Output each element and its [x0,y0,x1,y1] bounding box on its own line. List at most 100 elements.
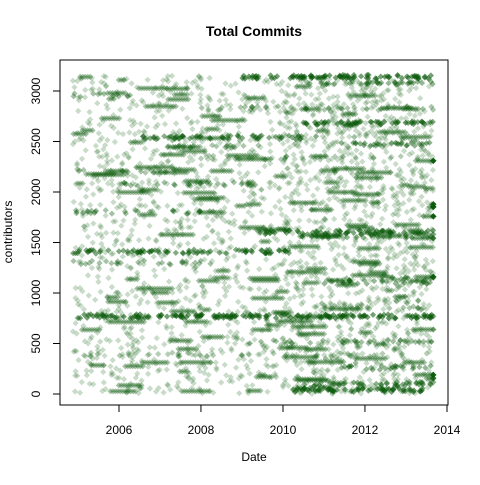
scatter-point [139,334,146,341]
scatter-point [257,229,264,236]
scatter-point [94,100,101,107]
scatter-point [316,90,323,97]
scatter-point [358,73,365,80]
scatter-point [272,314,280,321]
scatter-point [397,250,404,257]
scatter-point [287,225,294,232]
scatter-point [243,100,250,107]
scatter-point [418,291,425,298]
scatter-point [154,135,161,142]
scatter-point [280,245,287,252]
scatter-point [334,156,341,163]
scatter-point [294,260,301,267]
scatter-point [350,350,357,357]
scatter-point [278,312,285,319]
scatter-point [399,350,406,357]
scatter-point [323,303,330,310]
scatter-point [146,314,153,321]
scatter-point [124,263,131,270]
scatter-point [255,169,262,176]
scatter-point [97,224,105,231]
scatter-point [158,253,165,260]
scatter-point [353,147,360,154]
scatter-point [362,120,369,127]
scatter-point [404,80,411,87]
scatter-point [369,99,376,106]
scatter-point [303,103,310,110]
scatter-point [390,333,397,340]
scatter-point [179,304,186,311]
scatter-point [295,239,303,246]
scatter-point [384,255,391,262]
scatter-point [136,385,143,392]
scatter-point [173,80,180,88]
scatter-point [414,153,421,160]
scatter-point [117,309,124,316]
scatter-point [428,127,435,134]
scatter-point [416,378,424,385]
scatter-point [97,90,104,97]
scatter-point [329,305,336,312]
scatter-point [145,177,152,184]
scatter-point [374,198,381,205]
scatter-point [400,248,407,255]
scatter-point [368,364,375,371]
scatter-point [153,108,160,115]
scatter-point [214,180,221,187]
scatter-point [303,181,310,188]
scatter-point [308,234,315,241]
scatter-point [358,231,365,238]
scatter-point [330,81,337,88]
scatter-point [168,133,175,140]
scatter-point [430,106,437,113]
scatter-point [197,180,204,187]
scatter-point [298,366,305,373]
scatter-point [324,235,331,242]
scatter-point [132,207,139,214]
scatter-point [370,154,377,161]
scatter-point [376,313,383,320]
scatter-point [235,262,242,270]
scatter-point [236,390,243,397]
scatter-point [301,381,308,388]
scatter-point [334,231,341,238]
scatter-point [325,105,332,112]
scatter-point [305,376,312,384]
scatter-point [323,80,330,87]
scatter-point [193,206,200,213]
scatter-point [303,260,310,267]
scatter-point [344,228,351,236]
scatter-point [231,144,238,151]
scatter-point [378,227,385,234]
scatter-point [315,245,322,252]
scatter-point [374,79,381,86]
scatter-point [330,243,337,250]
scatter-point [320,384,327,392]
scatter-point [295,312,302,319]
scatter-point [345,290,352,297]
scatter-point [135,339,142,346]
scatter-point [225,283,233,290]
scatter-point [246,154,253,162]
scatter-point [406,378,413,386]
scatter-point [247,357,255,365]
scatter-point [135,237,143,244]
scatter-point [158,160,165,167]
scatter-point [90,220,97,227]
scatter-point [225,136,232,143]
scatter-point [157,312,164,319]
scatter-point [295,143,302,150]
scatter-point [392,210,399,217]
scatter-point [333,356,340,363]
scatter-point [110,124,117,131]
scatter-point [171,135,178,142]
scatter-point [308,347,315,354]
scatter-point [387,365,394,372]
scatter-point [124,237,131,244]
scatter-point [345,92,352,99]
scatter-point [198,249,205,256]
scatter-point [364,81,371,88]
scatter-point [86,108,93,116]
scatter-point [150,290,157,297]
scatter-point [131,251,138,258]
